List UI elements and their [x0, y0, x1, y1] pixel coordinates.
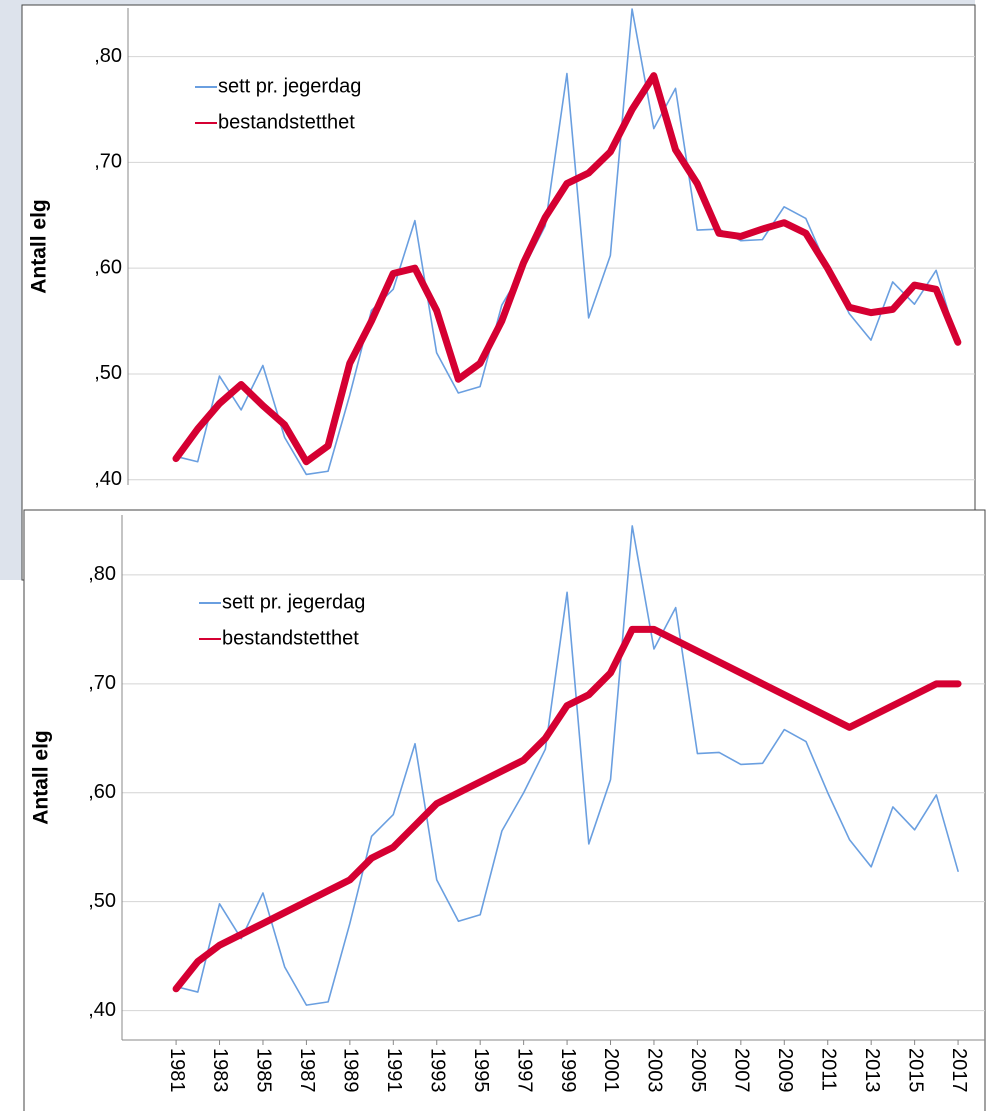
x-tick-label: 2017 — [948, 1048, 970, 1093]
x-tick-label: 1985 — [253, 1048, 275, 1093]
x-tick-label: 1983 — [209, 1048, 231, 1093]
panel-frame — [23, 509, 986, 1111]
y-axis-title: Antall elg — [28, 199, 51, 294]
series-line — [175, 525, 959, 1006]
y-tick-label: ,40 — [88, 999, 116, 1021]
y-tick-label: ,50 — [94, 362, 122, 384]
x-tick-label: 1987 — [296, 1048, 318, 1093]
series-line — [172, 625, 962, 993]
y-axis-title: Antall elg — [30, 730, 53, 825]
x-tick-label: 2001 — [600, 1048, 622, 1093]
x-tick-label: 2011 — [817, 1048, 839, 1091]
x-tick-label: 1993 — [426, 1048, 448, 1093]
x-tick-label: 2003 — [644, 1048, 666, 1093]
y-tick-label: ,60 — [94, 256, 122, 278]
y-tick-label: ,80 — [88, 563, 116, 585]
x-tick-label: 1989 — [340, 1048, 362, 1093]
y-tick-label: ,80 — [94, 45, 122, 67]
x-tick-label: 1995 — [470, 1048, 492, 1093]
panel-frame — [21, 4, 976, 581]
chart-panel: ,40 ,50 ,60 ,70 ,80 Antall elg sett pr. jegerd… — [21, 4, 976, 581]
series-line — [172, 72, 962, 466]
legend-label: sett pr. jegerdag — [218, 75, 361, 97]
x-tick-label: 2013 — [861, 1048, 883, 1093]
y-tick-label: ,70 — [88, 672, 116, 694]
legend-label: bestandstetthet — [218, 111, 355, 133]
chart-panel: ,40 ,50 ,60 ,70 ,80 Antall elg 1981 1983 1985 198… — [23, 509, 986, 1111]
legend-label: sett pr. jegerdag — [222, 591, 365, 613]
x-tick-label: 2007 — [731, 1048, 753, 1093]
y-tick-label: ,70 — [94, 151, 122, 173]
y-tick-label: ,40 — [94, 468, 122, 490]
x-tick-label: 1997 — [513, 1048, 535, 1093]
x-tick-label: 1981 — [166, 1048, 188, 1093]
x-tick-label: 2005 — [687, 1048, 709, 1093]
legend-label: bestandstetthet — [222, 627, 359, 649]
background — [0, 0, 975, 5]
y-tick-label: ,50 — [88, 890, 116, 912]
x-tick-label: 2015 — [904, 1048, 926, 1093]
x-tick-label: 1991 — [383, 1048, 405, 1093]
x-tick-label: 2009 — [774, 1048, 796, 1093]
x-tick-label: 1999 — [557, 1048, 579, 1093]
y-tick-label: ,60 — [88, 781, 116, 803]
background — [0, 0, 22, 580]
